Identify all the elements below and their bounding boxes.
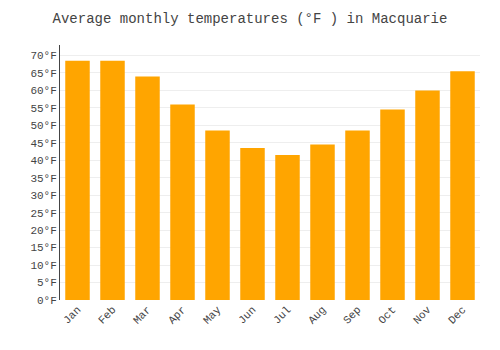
svg-text:35°F: 35°F [30,173,56,185]
svg-text:Sep: Sep [341,304,363,326]
svg-text:May: May [201,304,224,327]
svg-text:Jul: Jul [271,304,293,326]
svg-text:Dec: Dec [446,304,468,326]
svg-text:65°F: 65°F [30,68,56,80]
svg-text:30°F: 30°F [30,190,56,202]
svg-text:Apr: Apr [166,304,188,326]
svg-text:25°F: 25°F [30,208,56,220]
svg-text:60°F: 60°F [30,85,56,97]
svg-text:40°F: 40°F [30,155,56,167]
svg-text:45°F: 45°F [30,138,56,150]
svg-text:Mar: Mar [131,304,153,326]
svg-text:15°F: 15°F [30,242,56,254]
svg-text:10°F: 10°F [30,260,56,272]
svg-text:Nov: Nov [411,304,434,327]
svg-text:70°F: 70°F [30,50,56,62]
svg-text:Jun: Jun [236,304,258,326]
svg-text:Jan: Jan [61,304,83,326]
svg-text:55°F: 55°F [30,103,56,115]
svg-text:Average monthly temperatures (: Average monthly temperatures (°F ) in Ma… [53,11,448,27]
svg-text:Aug: Aug [306,304,328,326]
svg-text:Feb: Feb [96,304,118,326]
svg-text:5°F: 5°F [37,277,57,289]
svg-text:Oct: Oct [376,304,398,326]
svg-text:0°F: 0°F [37,295,57,307]
svg-text:20°F: 20°F [30,225,56,237]
svg-text:50°F: 50°F [30,120,56,132]
